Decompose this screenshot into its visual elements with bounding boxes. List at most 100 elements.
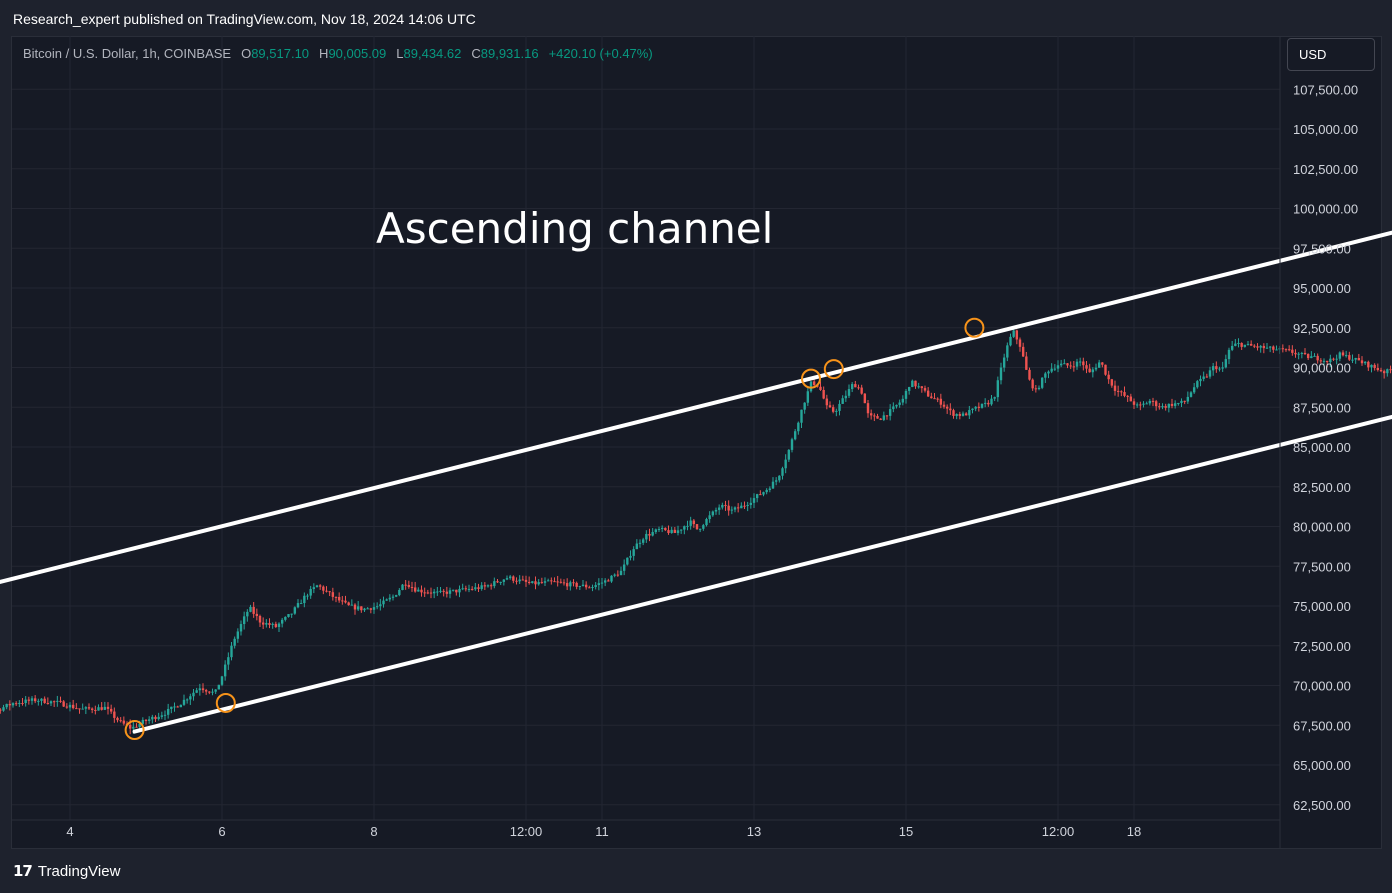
candle-body [508,576,512,579]
candle-body [18,702,21,704]
candle-body [866,403,870,414]
candle-body [835,410,838,412]
candle-body [138,723,141,728]
currency-button[interactable]: USD [1287,38,1375,71]
candle-body [651,532,654,536]
candle-body [341,600,344,602]
candle-body [1094,367,1098,370]
candle-body [648,533,651,536]
candle-body [1354,357,1357,360]
candle-body [344,600,347,603]
candle-body [37,700,40,702]
candle-body [166,708,170,715]
candle-body [1205,376,1209,378]
candle-body [109,708,113,712]
candle-body [284,616,287,620]
candle-body [30,698,34,701]
candle-body [923,388,927,391]
candle-body [1294,352,1297,355]
candle-body [702,525,705,529]
candle-body [1313,355,1316,357]
candle-body [1319,360,1323,362]
candle-body [442,590,445,592]
candle-body [540,582,544,584]
candle-body [290,613,293,615]
candle-body [971,408,974,411]
candle-body [1101,362,1104,365]
candle-body [1291,349,1294,353]
candle-body [439,590,442,592]
candle-body [679,529,683,531]
candle-body [1161,406,1164,408]
candle-body [1224,359,1228,368]
candle-body [423,592,426,594]
time-tick-label: 11 [595,824,609,839]
price-tick-label: 62,500.00 [1293,798,1351,813]
candle-body [1158,406,1161,408]
candle-body [1382,371,1386,374]
candle-body [692,520,696,525]
candle-body [198,688,202,691]
candle-body [353,604,357,610]
chart-panel[interactable] [11,36,1382,849]
candle-body [850,384,854,390]
candle-body [977,406,981,408]
candle-body [261,622,265,625]
candle-body [584,584,588,588]
candle-body [1332,358,1335,360]
candle-body [863,393,867,404]
candle-body [100,707,103,710]
candle-body [1363,361,1367,364]
price-tick-label: 85,000.00 [1293,440,1351,455]
time-tick-label: 4 [66,824,73,839]
candle-body [676,530,680,533]
candle-body [436,591,439,593]
candle-body [1132,401,1136,405]
candle-body [546,580,550,582]
time-tick-label: 12:00 [510,824,543,839]
candle-body [876,415,879,419]
candle-body [607,580,610,582]
candle-body [594,585,597,588]
candle-body [394,595,398,597]
price-axis[interactable]: 62,500.00 65,000.00 67,500.00 70,000.00 72,5… [1279,36,1358,849]
candle-body [645,533,648,540]
candle-body [477,587,480,589]
candle-body [347,602,350,606]
candle-body [591,587,594,589]
candle-body [1088,368,1091,373]
candle-body [113,711,116,718]
candle-body [831,407,835,412]
candle-body [578,586,582,588]
candle-body [1360,360,1364,364]
candle-body [888,409,892,416]
candle-body [404,584,407,586]
candle-body [1063,363,1066,365]
candle-body [1059,363,1063,366]
candle-body [331,592,335,597]
candle-body [103,706,107,710]
price-tick-label: 97,500.00 [1293,241,1351,256]
price-tick-label: 95,000.00 [1293,281,1351,296]
touch-point-marker [823,359,844,380]
candle-body [572,582,575,584]
candle-body [1306,354,1310,359]
candle-body [258,615,262,623]
candle-body [721,504,724,508]
candle-body [84,707,88,709]
candle-body [46,702,50,704]
candle-body [952,410,955,416]
candle-body [132,726,135,729]
candle-body [75,708,78,710]
candle-body [964,413,968,416]
tradingview-brand[interactable]: 17 TradingView [13,862,120,880]
time-axis[interactable]: 4 6 8 12:00 11 13 15 12:00 18 [12,819,1280,839]
candle-body [689,520,692,526]
candle-body [366,608,369,610]
candle-body [448,590,452,594]
candle-body [496,581,499,583]
candle-body [227,657,230,665]
candle-body [1287,349,1291,351]
candle-body [1300,352,1304,354]
